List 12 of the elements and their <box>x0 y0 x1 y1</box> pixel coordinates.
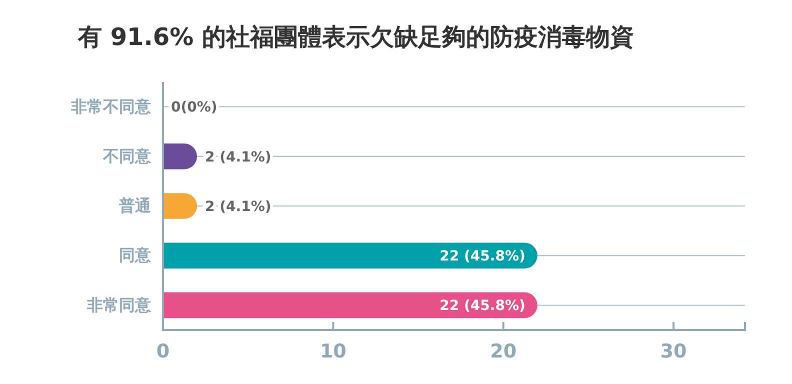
y-tick-label: 不同意 <box>102 146 152 166</box>
chart-title: 有 91.6% 的社福團體表示欠缺足夠的防疫消毒物資 <box>77 23 634 51</box>
data-label: 22 (45.8%) <box>440 298 526 314</box>
x-tick-label: 0 <box>156 340 170 362</box>
x-tick-label: 30 <box>660 340 687 362</box>
x-tick-label: 10 <box>320 340 346 362</box>
y-tick-label: 非常不同意 <box>70 96 152 116</box>
y-tick-label: 普通 <box>118 196 152 216</box>
x-tick-label: 20 <box>490 340 517 362</box>
data-label: 22 (45.8%) <box>440 248 526 264</box>
y-tick-label: 同意 <box>119 246 152 265</box>
y-tick-label: 非常同意 <box>86 295 152 314</box>
